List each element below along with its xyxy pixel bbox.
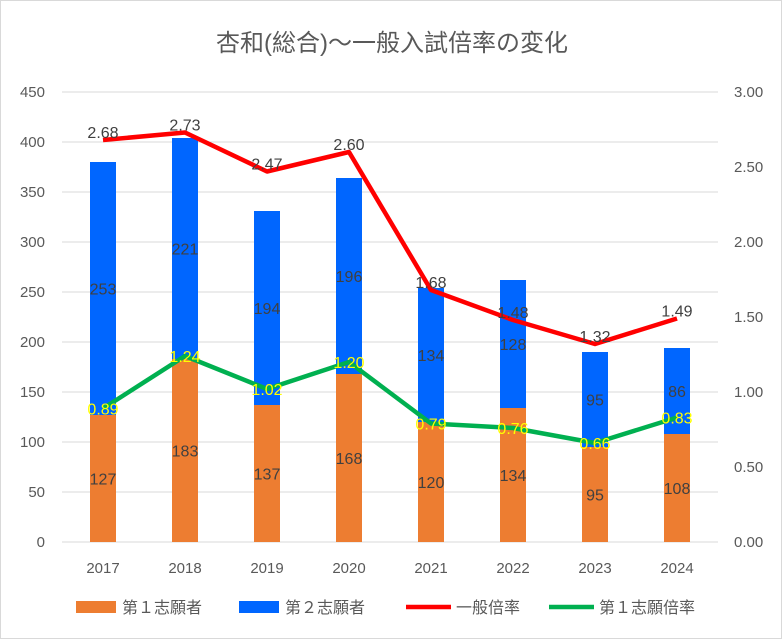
line-label-first: 0.79 — [415, 417, 446, 434]
bar-second-choice — [418, 288, 444, 422]
left-axis-tick: 150 — [20, 384, 45, 401]
legend-label: 第１志願倍率 — [599, 599, 695, 617]
x-axis-tick: 2020 — [332, 560, 365, 577]
right-axis-tick: 3.00 — [734, 84, 763, 101]
left-axis-tick: 250 — [20, 284, 45, 301]
bar-second-choice — [254, 211, 280, 405]
left-axis-tick: 400 — [20, 134, 45, 151]
bar-second-choice — [500, 280, 526, 408]
legend-label: 第２志願者 — [285, 599, 365, 617]
bar-first-choice — [664, 434, 690, 542]
x-axis-tick: 2019 — [250, 560, 283, 577]
bar-label-first: 137 — [254, 467, 281, 484]
legend-swatch — [76, 601, 116, 613]
bar-label-first: 168 — [336, 451, 363, 468]
right-axis-tick: 1.00 — [734, 384, 763, 401]
bar-label-second: 221 — [172, 242, 199, 259]
line-label-first: 1.20 — [333, 355, 364, 372]
left-axis-tick: 0 — [37, 534, 45, 551]
bar-label-first: 134 — [500, 468, 527, 485]
line-label-general: 1.68 — [415, 275, 446, 292]
line-general-ratio — [102, 130, 678, 347]
bar-label-second: 194 — [254, 301, 281, 318]
line-label-general: 1.32 — [579, 329, 610, 346]
line-label-general: 1.49 — [661, 304, 692, 321]
line-label-first: 1.02 — [251, 382, 282, 399]
line-label-general: 2.47 — [251, 157, 282, 174]
bar-label-second: 128 — [500, 337, 527, 354]
bar-first-choice — [254, 405, 280, 542]
left-axis-tick: 450 — [20, 84, 45, 101]
line-label-first: 0.89 — [87, 402, 118, 419]
bar-first-choice — [418, 422, 444, 542]
left-axis-tick: 50 — [28, 484, 45, 501]
right-axis-tick: 2.50 — [734, 159, 763, 176]
bar-second-choice — [172, 138, 198, 359]
left-axis-tick: 300 — [20, 234, 45, 251]
line-label-first: 0.66 — [579, 436, 610, 453]
line-label-general: 2.60 — [333, 137, 364, 154]
x-axis-tick: 2024 — [660, 560, 693, 577]
left-axis-tick: 200 — [20, 334, 45, 351]
bar-first-choice — [336, 374, 362, 542]
bar-first-choice — [582, 447, 608, 542]
bar-label-second: 86 — [668, 384, 686, 401]
x-axis-tick: 2017 — [86, 560, 119, 577]
left-axis-tick: 350 — [20, 184, 45, 201]
line-label-general: 2.73 — [169, 118, 200, 135]
line-label-first: 1.24 — [169, 349, 200, 366]
bar-label-second: 196 — [336, 269, 363, 286]
x-axis-tick: 2023 — [578, 560, 611, 577]
line-label-first: 0.83 — [661, 411, 692, 428]
line-label-first: 0.76 — [497, 421, 528, 438]
line-first-choice-ratio — [101, 353, 678, 446]
bar-label-first: 183 — [172, 444, 199, 461]
right-axis-tick: 0.00 — [734, 534, 763, 551]
x-axis-tick: 2021 — [414, 560, 447, 577]
bar-first-choice — [90, 415, 116, 542]
bar-label-second: 134 — [418, 348, 445, 365]
bar-second-choice — [90, 162, 116, 415]
legend-label: 第１志願者 — [122, 599, 202, 617]
x-axis-tick: 2022 — [496, 560, 529, 577]
bar-label-first: 108 — [664, 481, 691, 498]
right-axis-tick: 0.50 — [734, 459, 763, 476]
bar-label-second: 253 — [90, 282, 117, 299]
right-axis-tick: 2.00 — [734, 234, 763, 251]
bar-label-first: 120 — [418, 475, 445, 492]
legend-swatch — [239, 601, 279, 613]
bar-label-first: 95 — [586, 488, 604, 505]
bar-second-choice — [582, 352, 608, 447]
line-label-general: 1.48 — [497, 305, 528, 322]
right-axis-tick: 1.50 — [734, 309, 763, 326]
line-label-general: 2.68 — [87, 125, 118, 142]
bar-second-choice — [336, 178, 362, 374]
legend-label: 一般倍率 — [456, 599, 520, 617]
chart-title: 杏和(総合)〜一般入試倍率の変化 — [216, 30, 568, 57]
x-axis-tick: 2018 — [168, 560, 201, 577]
bar-label-second: 95 — [586, 393, 604, 410]
bar-label-first: 127 — [90, 472, 117, 489]
bar-first-choice — [172, 359, 198, 542]
left-axis-tick: 100 — [20, 434, 45, 451]
